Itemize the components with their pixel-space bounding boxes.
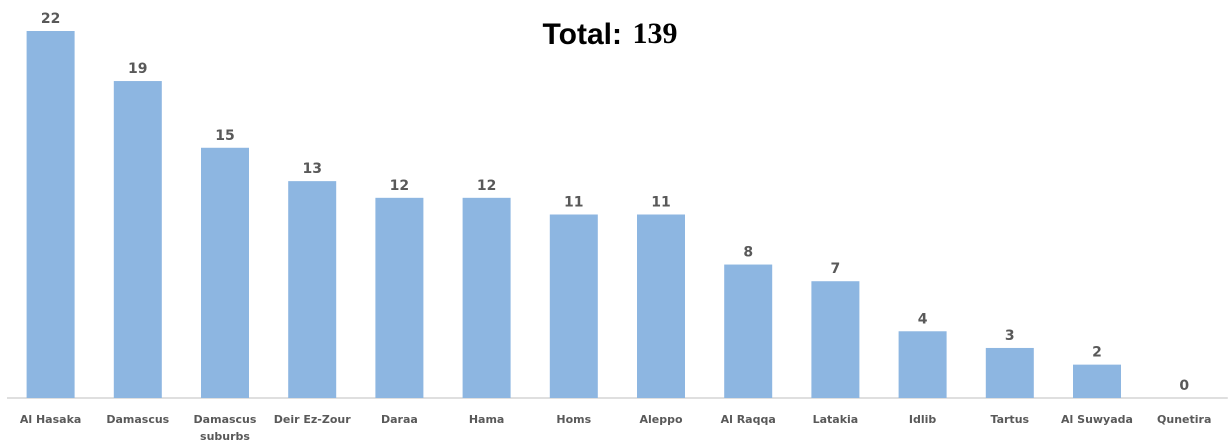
bar: [549, 214, 598, 398]
data-label: 4: [918, 311, 928, 327]
data-label: 0: [1179, 378, 1189, 394]
chart-title-group: Total: 139: [543, 17, 678, 53]
bar: [288, 181, 337, 398]
data-label: 3: [1005, 328, 1015, 344]
x-tick-label: Damascus: [106, 413, 169, 426]
x-tick-label: Daraa: [381, 413, 418, 426]
x-tick-label: Deir Ez-Zour: [274, 413, 351, 426]
data-label: 11: [651, 195, 670, 211]
x-tick-label: Homs: [556, 413, 591, 426]
x-tick-label: Tartus: [991, 413, 1030, 426]
x-tick-label: Latakia: [813, 413, 859, 426]
bar: [26, 31, 75, 398]
data-label: 8: [743, 245, 753, 261]
bar: [811, 281, 860, 398]
data-label: 13: [302, 161, 321, 177]
data-label: 19: [128, 61, 147, 77]
data-label: 15: [215, 128, 234, 144]
x-tick-label: Hama: [469, 413, 505, 426]
bar: [898, 331, 947, 398]
x-tick-label: Damascus suburbs: [194, 413, 257, 443]
data-label: 12: [477, 178, 496, 194]
bar: [462, 197, 511, 398]
bar: [724, 264, 773, 398]
data-label: 2: [1092, 345, 1102, 361]
chart-title: Total:: [543, 18, 622, 51]
data-label: 11: [564, 195, 583, 211]
x-tick-label: Idlib: [909, 413, 937, 426]
chart-total: 139: [632, 17, 677, 50]
x-tick-label: Al Hasaka: [20, 413, 81, 426]
bar: [985, 347, 1034, 398]
data-label: 7: [831, 261, 841, 277]
x-tick-label: Qunetira: [1157, 413, 1211, 426]
x-tick-label: Al Raqqa: [721, 413, 776, 426]
data-label: 12: [390, 178, 409, 194]
bar: [1073, 364, 1121, 398]
data-label: 22: [41, 11, 60, 27]
x-tick-label: Aleppo: [639, 413, 682, 426]
x-tick-label: Al Suwyada: [1061, 413, 1133, 426]
bar: [113, 81, 162, 398]
bar: [201, 147, 249, 398]
bar: [637, 214, 685, 398]
bar: [375, 197, 424, 398]
